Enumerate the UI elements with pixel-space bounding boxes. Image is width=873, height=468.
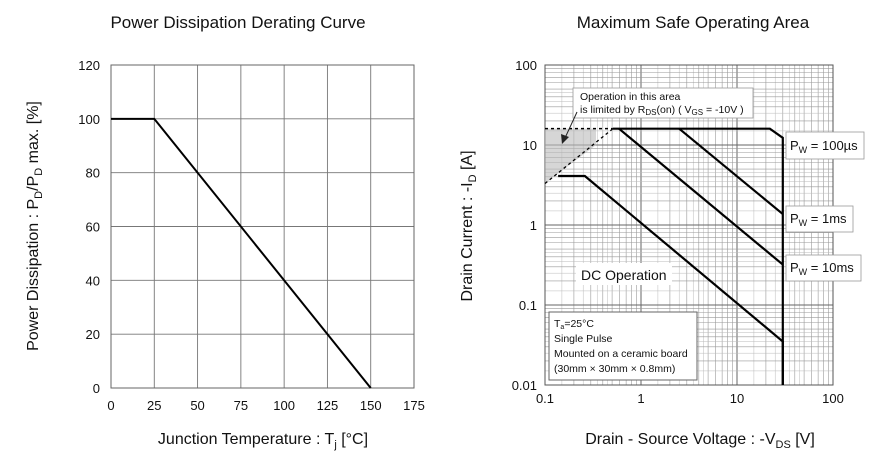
pw-1ms-label: PW = 1ms [785,205,854,233]
y-tick-label: 100 [515,58,537,73]
y-tick-label: 0.1 [519,298,537,313]
x-tick-label: 0.1 [536,391,554,406]
left-grid [110,64,415,389]
svg-text:PW = 1ms: PW = 1ms [790,211,847,228]
derating-line [111,117,372,389]
right-series [544,127,784,385]
soa-line [678,127,784,215]
right-y-axis-label: Drain Current : -ID [A] [459,150,479,301]
right-x-axis-label: Drain - Source Voltage : -VDS [V] [585,431,815,451]
left-chart-title: Power Dissipation Derating Curve [110,13,365,32]
x-tick-label: 125 [317,398,339,413]
svg-text:DC Operation: DC Operation [581,267,667,283]
svg-text:(30mm × 30mm × 0.8mm): (30mm × 30mm × 0.8mm) [554,363,675,375]
svg-text:Mounted on a ceramic board: Mounted on a ceramic board [554,348,688,360]
svg-text:Single Pulse: Single Pulse [554,333,613,345]
x-tick-label: 175 [403,398,425,413]
y-tick-label: 100 [78,112,100,127]
y-tick-label: 40 [86,273,100,288]
left-y-axis-label: Power Dissipation : PD/PD max. [%] [25,101,45,351]
rds-limited-region [545,128,597,184]
annotation-arrow [564,111,578,139]
svg-text:Ta=25°C: Ta=25°C [554,318,594,331]
dc-operation-label: DC Operation [576,263,672,285]
x-tick-label: 25 [147,398,161,413]
x-tick-label: 100 [822,391,844,406]
x-tick-label: 150 [360,398,382,413]
conditions-box: Ta=25°C Single Pulse Mounted on a cerami… [548,311,698,381]
svg-text:PW = 10ms: PW = 10ms [790,260,854,277]
plot-frame [110,64,415,389]
x-tick-label: 0 [107,398,114,413]
soa-line [558,174,784,385]
rds-limit-line [544,128,614,185]
svg-text:Operation in this area: Operation in this area [580,91,681,103]
right-grid [544,64,834,386]
x-tick-label: 100 [273,398,295,413]
y-tick-label: 80 [86,166,100,181]
x-tick-label: 10 [730,391,744,406]
y-tick-label: 0.01 [512,378,537,393]
svg-text:PW = 100µs: PW = 100µs [790,138,858,155]
svg-text:is limited by RDS(on) ( VGS =: is limited by RDS(on) ( VGS = -10V ) [580,104,744,117]
x-tick-label: 50 [190,398,204,413]
y-tick-label: 60 [86,220,100,235]
y-tick-label: 1 [530,218,537,233]
x-tick-label: 1 [637,391,644,406]
y-tick-label: 10 [523,138,537,153]
y-tick-label: 20 [86,327,100,342]
y-tick-label: 120 [78,58,100,73]
rds-annotation: Operation in this area is limited by RDS… [561,87,754,144]
left-series [111,117,372,389]
soa-line [618,127,784,266]
pw-10ms-label: PW = 10ms [785,254,862,282]
pw-100us-label: PW = 100µs [785,131,865,160]
y-tick-label: 0 [93,381,100,396]
left-x-axis-label: Junction Temperature : Tj [°C] [158,431,368,451]
soa-line [612,127,784,385]
right-chart-title: Maximum Safe Operating Area [577,13,810,32]
left-ticks: 0 25 50 75 100 125 150 175 0 20 40 60 80 100 120 [78,58,425,413]
x-tick-label: 75 [234,398,248,413]
arrow-head-icon [561,134,569,144]
